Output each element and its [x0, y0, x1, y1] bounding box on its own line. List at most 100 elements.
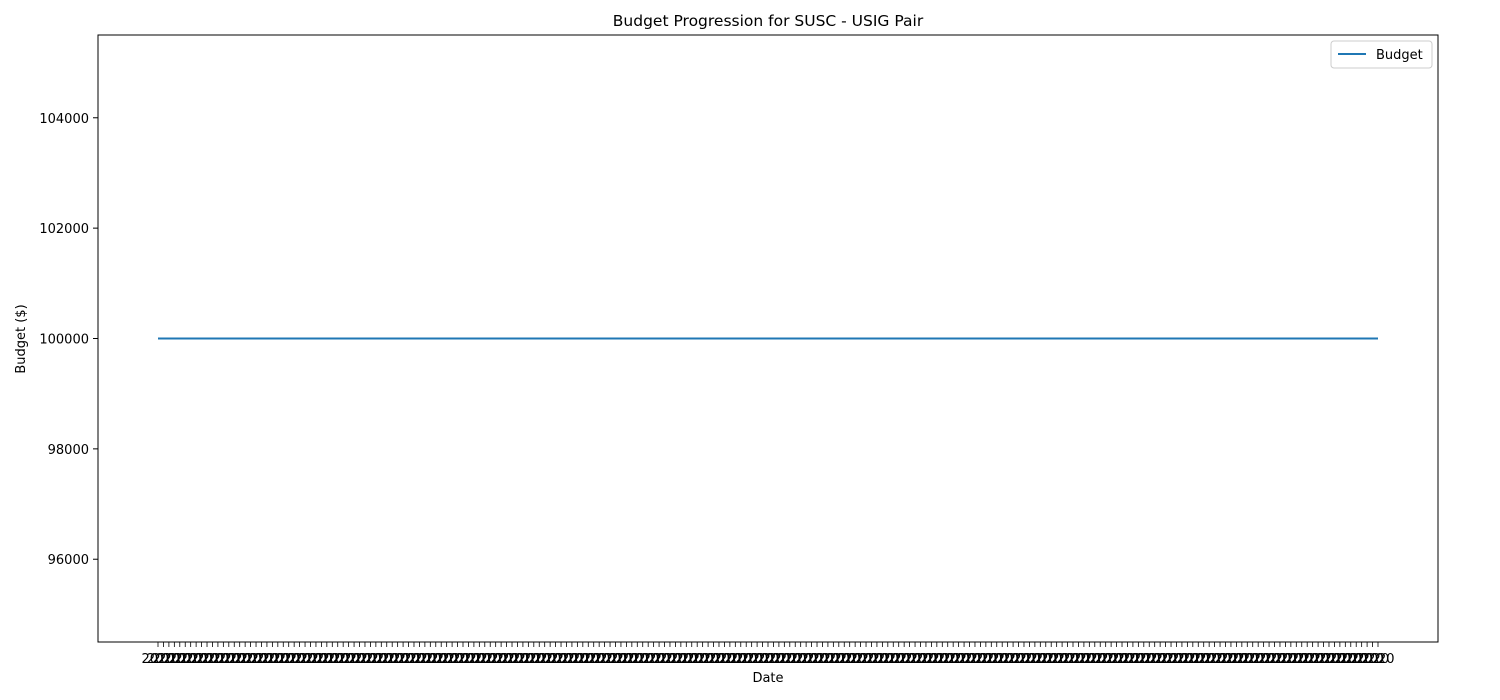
x-tick-label: 2020 — [882, 652, 915, 667]
y-tick-label: 96000 — [48, 553, 89, 568]
x-tick-label: 2020 — [849, 652, 882, 667]
x-tick-label: 2020 — [376, 652, 409, 667]
x-tick-label: 2020 — [1116, 652, 1149, 667]
x-tick-label: 2020 — [463, 652, 496, 667]
x-tick-label: 2020 — [621, 652, 654, 667]
x-tick-label: 2020 — [1361, 652, 1394, 667]
x-tick-label: 2020 — [1100, 652, 1133, 667]
x-tick-label: 2020 — [844, 652, 877, 667]
x-tick-label: 2020 — [931, 652, 964, 667]
x-tick-label: 2020 — [452, 652, 485, 667]
x-tick-label: 2020 — [1067, 652, 1100, 667]
x-tick-label: 2020 — [942, 652, 975, 667]
x-tick-label: 2020 — [207, 652, 240, 667]
x-tick-label: 2020 — [708, 652, 741, 667]
x-tick-label: 2020 — [1002, 652, 1035, 667]
x-tick-label: 2020 — [441, 652, 474, 667]
x-tick-label: 2020 — [975, 652, 1008, 667]
x-tick-label: 2020 — [986, 652, 1019, 667]
x-tick-label: 2020 — [958, 652, 991, 667]
y-tick-label: 104000 — [39, 112, 89, 127]
x-tick-label: 2020 — [888, 652, 921, 667]
x-tick-label: 2020 — [1274, 652, 1307, 667]
legend-box — [1330, 40, 1433, 69]
x-tick-label: 2020 — [855, 652, 888, 667]
x-tick-label: 2020 — [1035, 652, 1068, 667]
y-tick-label: 102000 — [39, 222, 89, 237]
x-tick-label: 2020 — [332, 652, 365, 667]
x-tick-label: 2020 — [1084, 652, 1117, 667]
x-tick-label: 2020 — [212, 652, 245, 667]
x-tick-label: 2020 — [517, 652, 550, 667]
x-tick-label: 2020 — [365, 652, 398, 667]
x-tick-label: 2020 — [806, 652, 839, 667]
x-tick-label: 2020 — [169, 652, 202, 667]
x-tick-label: 2020 — [757, 652, 790, 667]
x-tick-label: 2020 — [817, 652, 850, 667]
x-tick-label: 2020 — [692, 652, 725, 667]
x-tick-label: 2020 — [425, 652, 458, 667]
x-tick-label: 2020 — [1225, 652, 1258, 667]
x-tick-label: 2020 — [877, 652, 910, 667]
x-tick-label: 2020 — [354, 652, 387, 667]
x-tick-label: 2020 — [348, 652, 381, 667]
x-tick-label: 2020 — [681, 652, 714, 667]
x-tick-label: 2020 — [860, 652, 893, 667]
x-tick-label: 2020 — [1323, 652, 1356, 667]
x-tick-label: 2020 — [1149, 652, 1182, 667]
x-tick-label: 2020 — [1334, 652, 1367, 667]
x-tick-label: 2020 — [147, 652, 180, 667]
x-tick-label: 2020 — [305, 652, 338, 667]
x-tick-label: 2020 — [180, 652, 213, 667]
x-tick-label: 2020 — [534, 652, 567, 667]
x-tick-label: 2020 — [1182, 652, 1215, 667]
x-tick-label: 2020 — [730, 652, 763, 667]
x-tick-label: 2020 — [1078, 652, 1111, 667]
x-tick-label: 2020 — [1351, 652, 1384, 667]
x-tick-label: 2020 — [1318, 652, 1351, 667]
x-tick-label: 2020 — [174, 652, 207, 667]
x-tick-label: 2020 — [637, 652, 670, 667]
x-tick-label: 2020 — [1133, 652, 1166, 667]
x-tick-label: 2020 — [610, 652, 643, 667]
x-tick-label: 2020 — [1111, 652, 1144, 667]
x-tick-label: 2020 — [239, 652, 272, 667]
x-tick-label: 2020 — [1280, 652, 1313, 667]
x-tick-label: 2020 — [299, 652, 332, 667]
x-tick-label: 2020 — [800, 652, 833, 667]
x-tick-label: 2020 — [566, 652, 599, 667]
x-tick-label: 2020 — [1258, 652, 1291, 667]
x-tick-label: 2020 — [1291, 652, 1324, 667]
x-tick-label: 2020 — [550, 652, 583, 667]
x-tick-label: 2020 — [904, 652, 937, 667]
x-tick-label: 2020 — [626, 652, 659, 667]
x-tick-label: 2020 — [659, 652, 692, 667]
x-tick-label: 2020 — [1176, 652, 1209, 667]
x-tick-label: 2020 — [229, 652, 262, 667]
x-tick-label: 2020 — [1040, 652, 1073, 667]
legend-label-budget: Budget — [1376, 48, 1423, 63]
x-tick-label: 2020 — [321, 652, 354, 667]
x-tick-label: 2020 — [1089, 652, 1122, 667]
x-tick-label: 2020 — [436, 652, 469, 667]
x-tick-label: 2020 — [675, 652, 708, 667]
x-tick-label: 2020 — [697, 652, 730, 667]
x-tick-label: 2020 — [1193, 652, 1226, 667]
x-tick-label: 2020 — [561, 652, 594, 667]
x-tick-label: 2020 — [899, 652, 932, 667]
x-tick-label: 2020 — [1285, 652, 1318, 667]
x-tick-label: 2020 — [446, 652, 479, 667]
x-tick-label: 2020 — [1307, 652, 1340, 667]
x-tick-label: 2020 — [653, 652, 686, 667]
x-tick-label: 2020 — [1122, 652, 1155, 667]
x-tick-label: 2020 — [1187, 652, 1220, 667]
x-tick-label: 2020 — [485, 652, 518, 667]
x-tick-label: 2020 — [1046, 652, 1079, 667]
x-tick-label: 2020 — [790, 652, 823, 667]
x-tick-label: 2020 — [1236, 652, 1269, 667]
x-tick-label: 2020 — [751, 652, 784, 667]
x-tick-label: 2020 — [1024, 652, 1057, 667]
x-tick-label: 2020 — [1105, 652, 1138, 667]
x-tick-label: 2020 — [686, 652, 719, 667]
x-tick-label: 2020 — [964, 652, 997, 667]
